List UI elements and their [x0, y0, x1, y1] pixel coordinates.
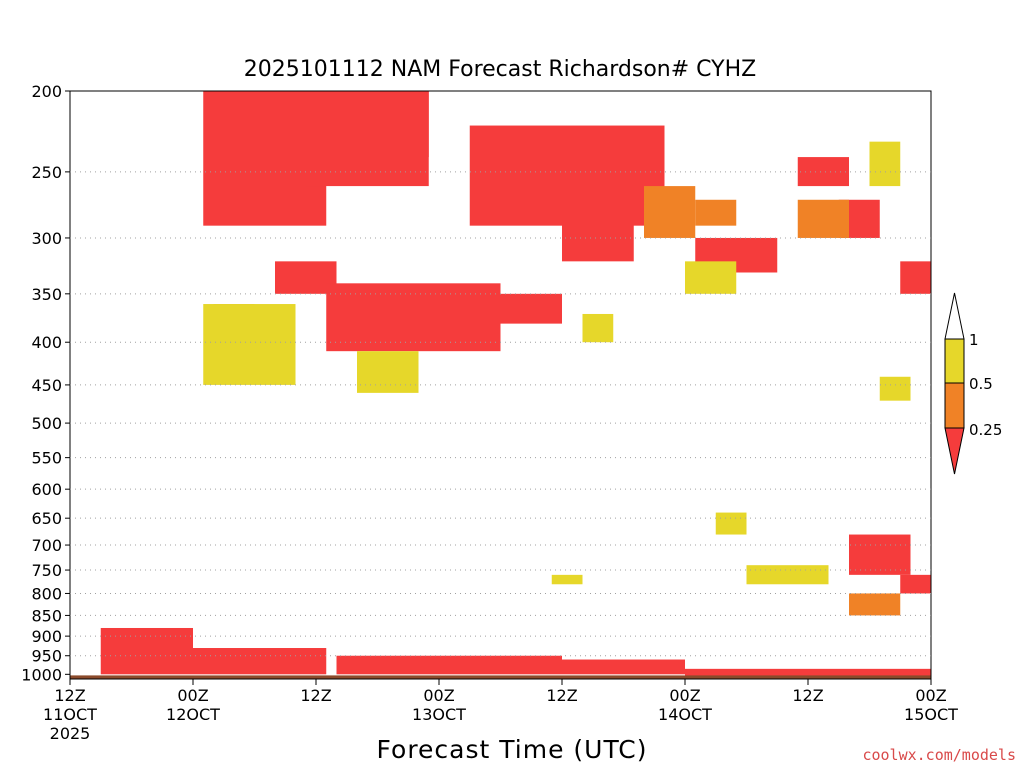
legend-bin-yellow [944, 338, 965, 384]
ri-region-21 [879, 376, 911, 401]
ytick-label-900: 900 [31, 627, 62, 646]
ri-region-16 [203, 304, 296, 385]
ri-region-7 [500, 293, 562, 324]
ground-strip [70, 675, 931, 679]
xtick-time-4: 12Z [546, 686, 577, 705]
ri-region-31 [562, 659, 685, 675]
ri-region-19 [685, 261, 737, 294]
xtick-date-5: 14OCT [658, 705, 712, 724]
chart-title: 2025101112 NAM Forecast Richardson# CYHZ [244, 57, 756, 82]
ytick-label-1000: 1000 [21, 665, 62, 684]
ytick-label-400: 400 [31, 333, 62, 352]
ytick-label-600: 600 [31, 480, 62, 499]
ri-region-2 [387, 91, 429, 158]
xtick-year-0: 2025 [50, 724, 91, 743]
ytick-label-700: 700 [31, 536, 62, 555]
legend-label-2: 0.25 [969, 421, 1002, 439]
plot-area [69, 90, 932, 680]
xtick-time-1: 00Z [177, 686, 208, 705]
ytick-label-850: 850 [31, 606, 62, 625]
xtick-time-2: 12Z [300, 686, 331, 705]
ri-region-14 [695, 199, 737, 226]
x-axis-title: Forecast Time (UTC) [377, 735, 648, 764]
ytick-label-950: 950 [31, 647, 62, 666]
ri-region-20 [869, 141, 901, 187]
ri-region-11 [900, 261, 931, 294]
ri-region-17 [357, 351, 419, 393]
ri-region-18 [582, 313, 614, 343]
ytick-label-800: 800 [31, 584, 62, 603]
legend-bin-gt1 [944, 292, 965, 340]
xtick-time-6: 12Z [792, 686, 823, 705]
ri-region-32 [685, 668, 931, 677]
xtick-time-5: 00Z [669, 686, 700, 705]
colorbar-legend: 1 0.5 0.25 [944, 292, 1002, 475]
legend-bin-orange [944, 382, 965, 429]
xtick-time-3: 00Z [423, 686, 454, 705]
ytick-label-500: 500 [31, 414, 62, 433]
credit-text: coolwx.com/models [862, 746, 1016, 764]
ytick-label-250: 250 [31, 163, 62, 182]
ytick-label-750: 750 [31, 561, 62, 580]
ri-region-25 [849, 534, 911, 575]
ri-region-12 [644, 186, 696, 238]
ri-region-29 [193, 648, 327, 675]
ytick-label-200: 200 [31, 82, 62, 101]
xtick-time-0: 12Z [54, 686, 85, 705]
xtick-date-3: 13OCT [412, 705, 466, 724]
pressure-gridlines [70, 171, 931, 657]
ri-region-6 [326, 283, 501, 352]
xtick-date-1: 12OCT [166, 705, 220, 724]
ri-region-28 [100, 627, 193, 675]
ytick-label-550: 550 [31, 449, 62, 468]
ytick-label-450: 450 [31, 376, 62, 395]
ri-region-23 [551, 574, 583, 585]
legend-label-0: 1 [969, 331, 979, 349]
ri-region-22 [715, 512, 747, 535]
xtick-date-0: 11OCT [43, 705, 97, 724]
ytick-label-300: 300 [31, 229, 62, 248]
ytick-label-350: 350 [31, 285, 62, 304]
xtick-time-7: 00Z [915, 686, 946, 705]
ytick-label-650: 650 [31, 509, 62, 528]
pressure-axis: 200 250 300 350 400 450 500 550 600 650 700 750 800 8… [21, 82, 70, 684]
ri-region-27 [849, 593, 901, 616]
legend-bin-lt025 [944, 427, 965, 475]
legend-label-1: 0.5 [969, 375, 993, 393]
ri-region-26 [900, 574, 931, 594]
ri-region-30 [336, 655, 562, 675]
ri-region-15 [797, 199, 849, 238]
ri-region-24 [746, 565, 829, 585]
xtick-date-7: 15OCT [904, 705, 958, 724]
ri-region-4 [562, 141, 634, 262]
